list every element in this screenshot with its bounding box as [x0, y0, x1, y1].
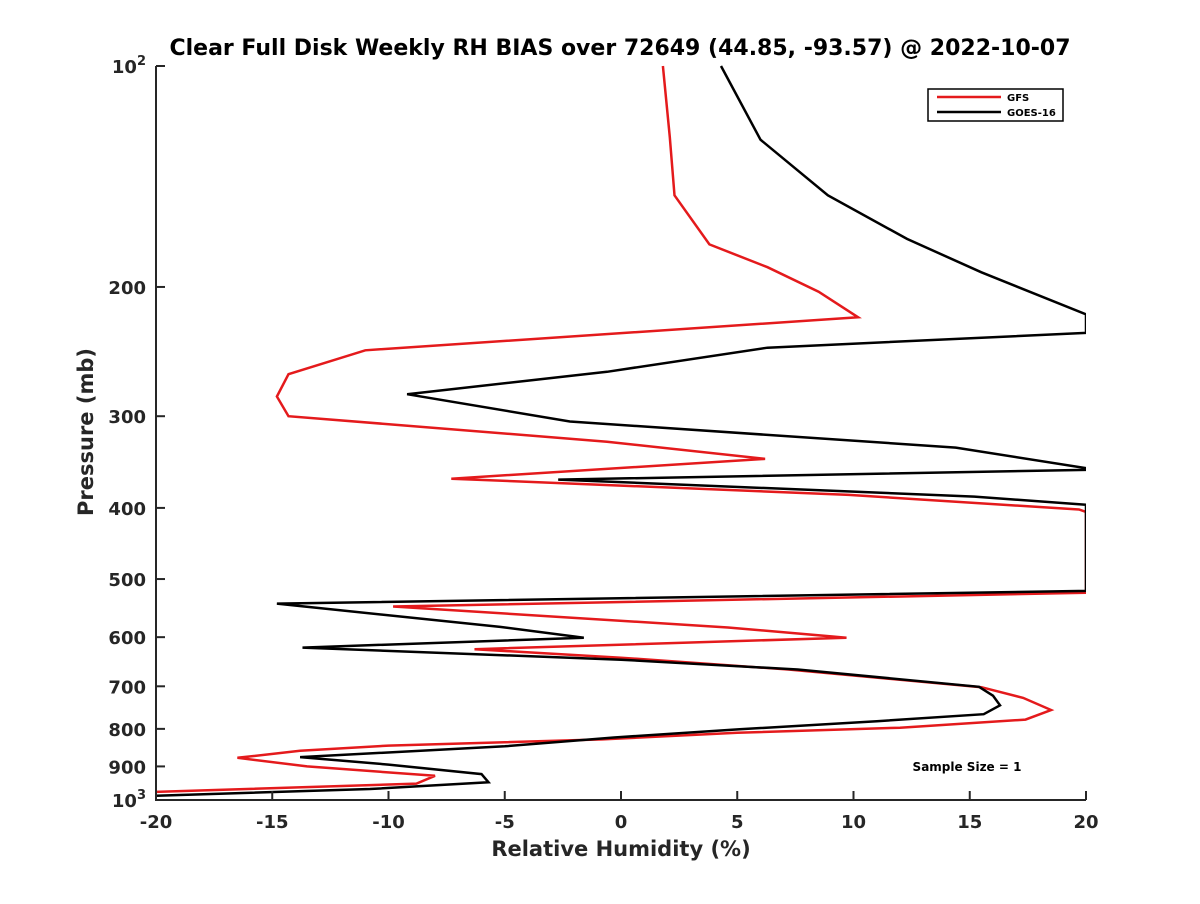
- axes-layer: -20 -15 -10 -5 0 5 10 15 20 102 200 300 400 500 600 700…: [108, 54, 1098, 833]
- legend: GFS GOES-16: [927, 88, 1064, 122]
- series-line-goes16: [156, 65, 1086, 798]
- x-axis-label: Relative Humidity (%): [491, 837, 750, 861]
- series-line-gfs: [156, 65, 1086, 794]
- y-tick-label: 400: [108, 499, 146, 520]
- x-tick-label: 20: [1073, 812, 1098, 833]
- legend-label-goes16: GOES-16: [1007, 108, 1056, 119]
- x-tick-label: -20: [140, 812, 173, 833]
- y-tick-label: 600: [108, 628, 146, 649]
- y-tick-label: 103: [112, 788, 146, 812]
- y-tick-label: 300: [108, 407, 146, 428]
- plot-area: -20 -15 -10 -5 0 5 10 15 20 102 200 300 400 500 600 700…: [108, 54, 1098, 833]
- y-tick-label: 800: [108, 720, 146, 741]
- x-tick-label: -15: [256, 812, 289, 833]
- x-tick-label: -5: [495, 812, 515, 833]
- legend-box: [927, 88, 1064, 122]
- y-tick-label: 102: [112, 54, 146, 78]
- y-tick-label: 500: [108, 570, 146, 591]
- legend-label-gfs: GFS: [1007, 93, 1029, 104]
- x-tick-label: 0: [615, 812, 628, 833]
- x-tick-label: 10: [841, 812, 866, 833]
- y-axis-label: Pressure (mb): [74, 348, 98, 516]
- x-tick-label: -10: [372, 812, 405, 833]
- y-tick-label: 700: [108, 677, 146, 698]
- y-tick-label: 900: [108, 757, 146, 778]
- y-tick-label: 200: [108, 278, 146, 299]
- x-tick-label: 5: [731, 812, 744, 833]
- x-tick-label: 15: [957, 812, 982, 833]
- sample-size-annotation: Sample Size = 1: [913, 760, 1022, 774]
- chart-title: Clear Full Disk Weekly RH BIAS over 7264…: [169, 36, 1070, 61]
- series-layer: [156, 65, 1086, 798]
